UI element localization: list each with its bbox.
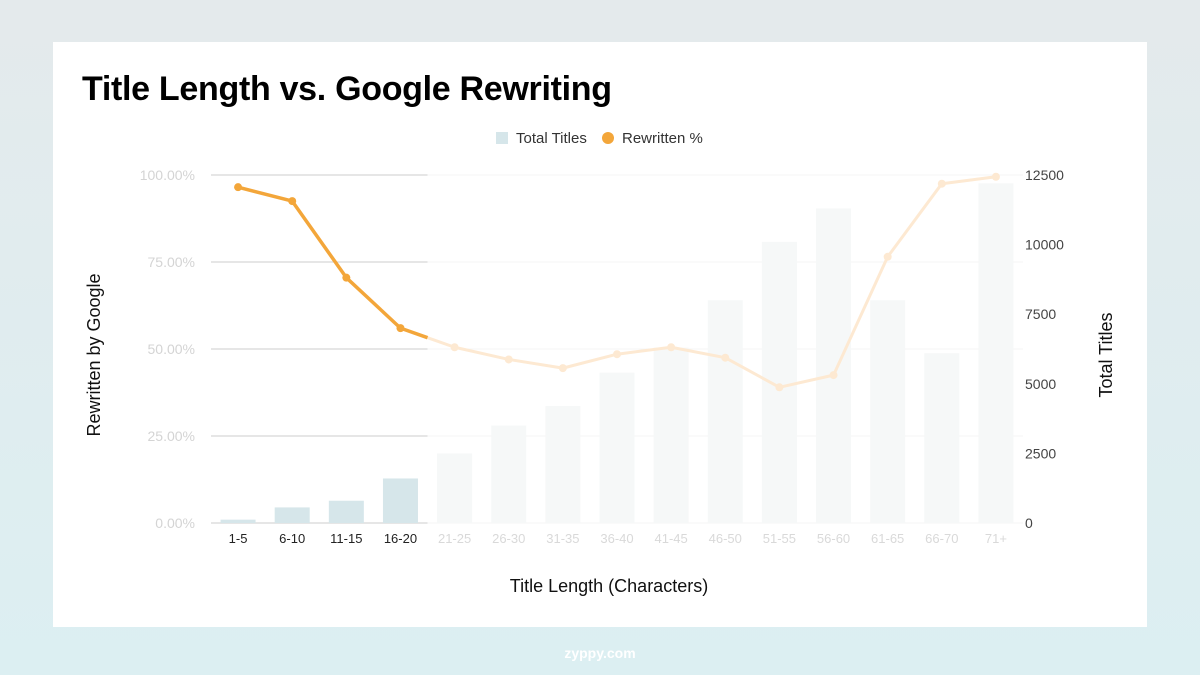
y-left-tick-label: 50.00% xyxy=(148,341,195,357)
x-tick-label: 56-60 xyxy=(817,531,850,546)
bar xyxy=(707,300,743,523)
line-point xyxy=(667,343,676,352)
bar xyxy=(382,478,418,523)
bar xyxy=(545,406,581,523)
y-right-tick-label: 10000 xyxy=(1025,237,1064,253)
y-left-tick-label: 75.00% xyxy=(148,254,195,270)
combo-chart: 0.00% 25.00% 50.00% 75.00% 100.00% 0 2500 5000 7… xyxy=(84,130,1116,596)
bar xyxy=(437,453,473,523)
x-tick-label: 71+ xyxy=(985,531,1007,546)
bar xyxy=(761,241,797,524)
y-left-tick-label: 25.00% xyxy=(148,428,195,444)
page-title: Title Length vs. Google Rewriting xyxy=(82,70,612,108)
line-point xyxy=(558,364,567,373)
y-right-tick-label: 2500 xyxy=(1025,445,1056,461)
x-tick-label: 26-30 xyxy=(492,531,525,546)
x-tick-label: 66-70 xyxy=(925,531,958,546)
line-point xyxy=(450,343,459,352)
bar xyxy=(870,300,906,523)
x-tick-label: 61-65 xyxy=(871,531,904,546)
y-right-tick-label: 7500 xyxy=(1025,306,1056,322)
y-right-tick-label: 0 xyxy=(1025,515,1033,531)
bar xyxy=(653,347,689,523)
line-point xyxy=(396,324,405,333)
rewritten-line-faded xyxy=(427,175,997,389)
line-point xyxy=(288,197,297,206)
legend-swatch-bar xyxy=(496,132,508,144)
bar xyxy=(220,519,256,523)
line-point xyxy=(613,350,621,359)
line-point xyxy=(829,371,838,380)
line-point xyxy=(883,252,892,261)
bar xyxy=(328,500,364,523)
line-point xyxy=(991,172,1000,181)
line-point xyxy=(937,179,946,188)
x-tick-label: 31-35 xyxy=(546,531,579,546)
y-right-tick-label: 5000 xyxy=(1025,376,1056,392)
x-tick-label: 1-5 xyxy=(229,531,248,546)
bar xyxy=(978,183,1014,524)
line-point xyxy=(775,383,784,392)
footer-brand: zyppy.com xyxy=(564,645,636,661)
y-left-tick-label: 0.00% xyxy=(155,515,195,531)
y-right-axis-title: Total Titles xyxy=(1096,312,1116,397)
bar xyxy=(816,208,852,523)
x-axis-title: Title Length (Characters) xyxy=(510,576,708,596)
bar xyxy=(924,353,960,523)
bar xyxy=(491,425,527,523)
legend-swatch-line xyxy=(602,132,614,144)
line-point xyxy=(721,353,730,362)
bar xyxy=(274,507,310,523)
chart-card: Title Length vs. Google Rewriting 0.00% 2… xyxy=(53,42,1147,627)
y-right-tick-label: 12500 xyxy=(1025,167,1064,183)
x-tick-label: 36-40 xyxy=(600,531,633,546)
line-point xyxy=(342,273,351,282)
line-point xyxy=(504,355,513,364)
y-left-axis-title: Rewritten by Google xyxy=(84,273,104,436)
x-tick-label: 21-25 xyxy=(438,531,471,546)
x-tick-label: 6-10 xyxy=(279,531,305,546)
legend-label: Total Titles xyxy=(516,130,587,147)
x-tick-label: 11-15 xyxy=(330,531,362,546)
x-tick-label: 16-20 xyxy=(384,531,417,546)
bar xyxy=(599,372,635,523)
x-tick-label: 51-55 xyxy=(763,531,796,546)
line-point xyxy=(234,183,243,192)
y-left-tick-label: 100.00% xyxy=(140,167,195,183)
x-tick-label: 41-45 xyxy=(655,531,688,546)
x-tick-label: 46-50 xyxy=(709,531,742,546)
legend-label: Rewritten % xyxy=(622,130,703,147)
